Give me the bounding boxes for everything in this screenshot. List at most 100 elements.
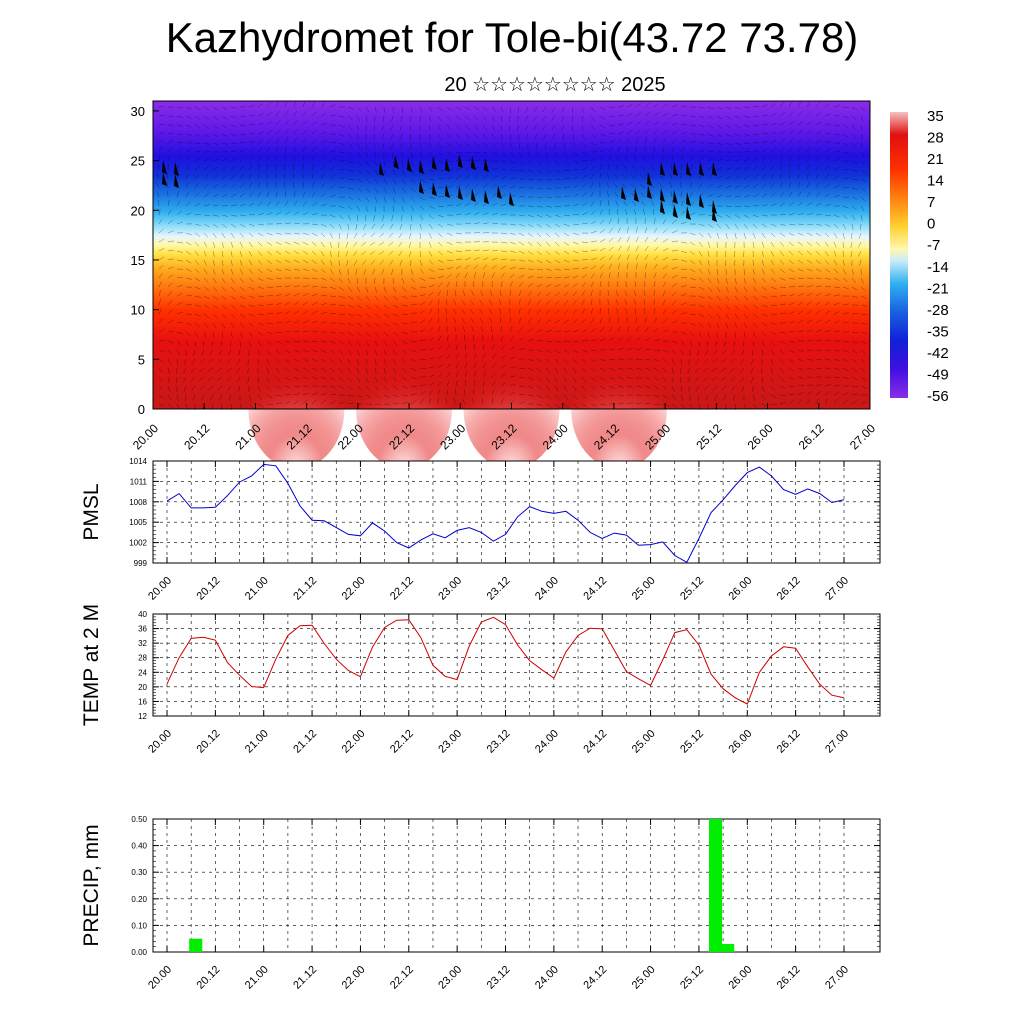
wind-line xyxy=(625,155,628,162)
wind-line xyxy=(703,358,709,364)
wind-line xyxy=(356,367,360,374)
wind-line xyxy=(275,294,282,297)
wind-line xyxy=(428,308,433,315)
wind-line xyxy=(641,200,646,207)
wind-line xyxy=(824,268,831,273)
wind-line xyxy=(401,196,405,203)
y-tick-label: 0.20 xyxy=(131,895,147,904)
wind-line xyxy=(833,241,837,248)
wind-line xyxy=(734,277,737,284)
wind-line xyxy=(662,112,669,117)
wind-line xyxy=(491,372,497,378)
wind-line xyxy=(518,327,523,333)
wind-line xyxy=(788,268,795,273)
wind-line xyxy=(590,165,596,171)
wind-line xyxy=(554,232,560,238)
y-axis-label: PMSL xyxy=(80,483,103,540)
wind-line xyxy=(183,367,187,374)
wind-line xyxy=(851,196,858,200)
wind-line xyxy=(545,160,551,166)
wind-line xyxy=(374,349,378,356)
wind-line xyxy=(561,106,565,113)
wind-line xyxy=(761,259,764,266)
wind-line xyxy=(167,219,173,225)
wind-line xyxy=(194,250,199,256)
wind-line xyxy=(562,133,565,140)
wind-line xyxy=(347,394,354,397)
x-tick-label: 22.00 xyxy=(340,728,368,756)
wind-line xyxy=(185,156,191,162)
y-tick-label: 32 xyxy=(138,639,147,648)
wind-line xyxy=(571,115,574,122)
wind-line xyxy=(743,106,750,108)
wind-line xyxy=(158,200,160,207)
wind-line xyxy=(554,340,561,343)
wind-line xyxy=(689,331,695,337)
wind-line xyxy=(338,142,345,146)
wind-line xyxy=(437,223,444,228)
wind-line xyxy=(453,317,457,324)
wind-line xyxy=(554,277,561,279)
wind-line xyxy=(491,184,497,189)
wind-line xyxy=(617,209,619,216)
wind-line xyxy=(482,106,488,112)
wind-line xyxy=(723,394,727,401)
wind-line xyxy=(788,250,794,256)
wind-line xyxy=(311,311,318,315)
wind-line xyxy=(257,277,264,282)
wind-line xyxy=(379,259,385,265)
wind-line xyxy=(482,222,489,225)
wind-line xyxy=(446,133,451,139)
wind-line xyxy=(158,228,164,234)
wind-line xyxy=(437,214,444,218)
wind-line xyxy=(599,124,606,129)
wind-line xyxy=(392,295,398,301)
wind-flag xyxy=(673,190,678,204)
wind-line xyxy=(833,184,840,189)
wind-line xyxy=(437,268,444,270)
wind-line xyxy=(572,106,574,113)
wind-line xyxy=(311,392,318,396)
wind-line xyxy=(644,137,648,144)
wind-line xyxy=(698,259,703,266)
wind-line xyxy=(680,259,687,262)
wind-line xyxy=(680,221,687,225)
wind-line xyxy=(239,232,245,238)
wind-line xyxy=(860,214,863,221)
wind-line xyxy=(653,281,656,288)
wind-line xyxy=(473,232,480,234)
wind-line xyxy=(356,349,360,356)
wind-line xyxy=(388,232,394,238)
wind-line xyxy=(662,358,668,364)
wind-line xyxy=(689,156,694,162)
x-tick-label: 25.00 xyxy=(630,728,658,756)
wind-line xyxy=(199,367,205,372)
wind-line xyxy=(392,376,397,382)
wind-line xyxy=(725,159,732,162)
wind-line xyxy=(237,385,241,392)
wind-line xyxy=(824,340,831,342)
wind-line xyxy=(284,101,288,108)
wind-line xyxy=(644,358,651,361)
wind-line xyxy=(338,268,342,275)
wind-line xyxy=(806,155,810,162)
wind-line xyxy=(381,133,385,140)
wind-line xyxy=(239,157,245,162)
wind-line xyxy=(752,394,756,401)
wind-line xyxy=(824,358,831,361)
wind-line xyxy=(788,367,795,372)
wind-line xyxy=(500,142,505,149)
wind-line xyxy=(266,121,272,126)
wind-line xyxy=(694,367,700,373)
wind-line xyxy=(209,394,214,401)
wind-line xyxy=(761,214,768,217)
wind-line xyxy=(203,133,210,138)
wind-line xyxy=(545,214,552,218)
wind-line xyxy=(779,147,785,153)
wind-line xyxy=(707,151,714,153)
wind-line xyxy=(842,232,845,239)
wind-flag xyxy=(686,162,691,176)
wind-line xyxy=(743,158,750,162)
wind-line xyxy=(770,156,775,162)
wind-line xyxy=(731,349,736,356)
